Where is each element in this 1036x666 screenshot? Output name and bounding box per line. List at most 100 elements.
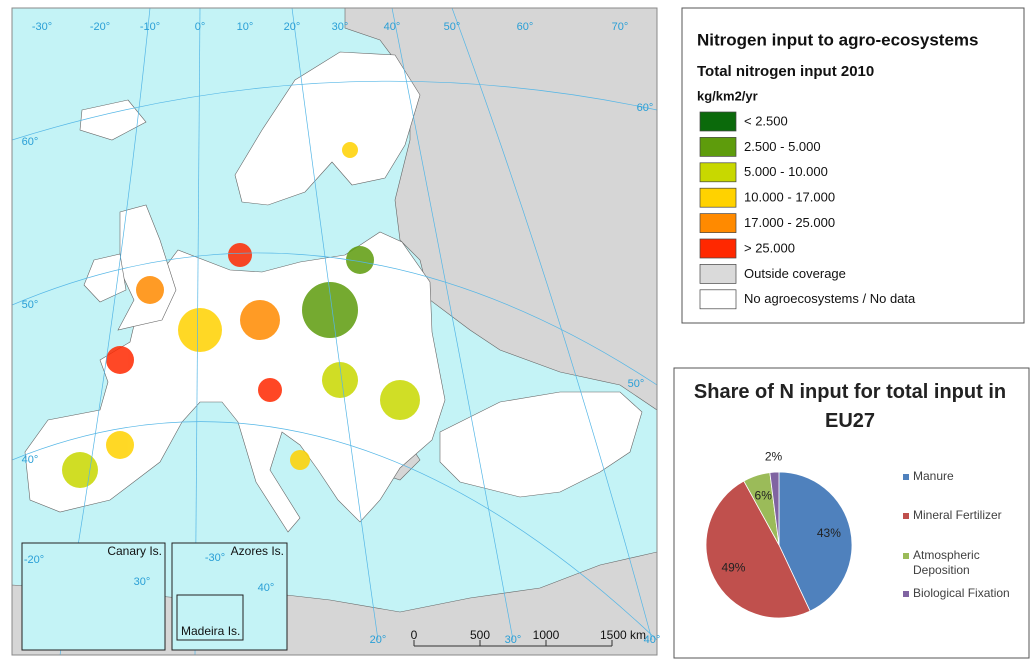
scale-bar-label: 500 [470, 628, 490, 642]
patch [240, 300, 280, 340]
scale-bar [413, 640, 613, 647]
agro-patches [62, 142, 420, 488]
graticule-line [391, 8, 514, 641]
legend-label: 2.500 - 5.000 [744, 139, 821, 154]
land-ireland [83, 253, 127, 303]
inset-madeira [176, 594, 244, 641]
legend-swatch [699, 289, 737, 310]
legend-marker [903, 513, 909, 519]
graticule-label: 60° [637, 102, 654, 114]
inset-graticule-label: -20° [24, 554, 44, 566]
legend-panel [681, 7, 1025, 324]
patch [380, 380, 420, 420]
legend-marker [903, 553, 909, 559]
legend-label: > 25.000 [744, 240, 795, 255]
graticule-line [451, 8, 653, 641]
inset-label: Canary Is. [107, 544, 162, 558]
graticule-label: -10° [140, 21, 160, 33]
patch [62, 452, 98, 488]
graticule-label: 40° [384, 21, 401, 33]
legend-swatch [699, 111, 737, 132]
graticule-label: 30° [332, 21, 349, 33]
inset-label: Azores Is. [231, 544, 284, 558]
scale-bar-label: 1500 km [600, 628, 646, 642]
graticule-label: 60° [517, 21, 534, 33]
legend-unit: kg/km2/yr [697, 88, 758, 103]
patch [342, 142, 358, 158]
scale-bar-label: 1000 [533, 628, 560, 642]
graticule-label: 10° [237, 21, 254, 33]
data-label: 43% [817, 526, 841, 540]
pie-legend-label: Manure [913, 469, 954, 483]
inset-label: Madeira Is. [181, 624, 240, 638]
land-iceland [79, 99, 147, 141]
legend-label: 10.000 - 17.000 [744, 190, 835, 205]
legend-marker [903, 474, 909, 480]
legend-swatch [699, 264, 737, 284]
data-label: 2% [765, 450, 783, 464]
legend-label: < 2.500 [744, 113, 788, 128]
patch [106, 346, 134, 374]
inset-canary [21, 542, 166, 651]
inset-graticule-label: 40° [258, 582, 275, 594]
graticule-label: 70° [612, 21, 629, 33]
legend-subtitle: Total nitrogen input 2010 [697, 63, 874, 80]
patch [346, 246, 374, 274]
map [12, 8, 657, 655]
patch [106, 431, 134, 459]
graticule-label: 50° [444, 21, 461, 33]
patch [228, 243, 252, 267]
patch [136, 276, 164, 304]
patch [178, 308, 222, 352]
legend-swatch [699, 238, 737, 259]
land-uk [117, 204, 177, 331]
legend-swatch [699, 213, 737, 233]
graticule-label: -20° [90, 21, 110, 33]
scale-bar-label: 0 [411, 628, 418, 642]
pie-legend-label: Biological Fixation [913, 586, 1010, 600]
legend-marker [903, 591, 909, 597]
data-label: 49% [721, 560, 745, 574]
graticule-label: 30° [505, 634, 522, 646]
graticule [12, 8, 657, 655]
legend-swatch [699, 137, 737, 157]
inset-graticule-label: -30° [205, 552, 225, 564]
graticule-label: 0° [195, 21, 206, 33]
pie-slice [705, 480, 811, 619]
patch [258, 378, 282, 402]
graticule-line [12, 252, 657, 386]
legend-label: 5.000 - 10.000 [744, 164, 828, 179]
graticule-line [291, 8, 379, 641]
graticule-label: 50° [628, 378, 645, 390]
data-label: 6% [755, 489, 773, 503]
graticule-line [12, 80, 657, 141]
pie-title: Share of N input for total input in EU27 [693, 381, 1007, 432]
graticule-line [12, 421, 657, 641]
graticule-label: 20° [370, 634, 387, 646]
patch [302, 282, 358, 338]
pie-slice [769, 471, 780, 546]
pie-slice [778, 471, 853, 612]
inset-graticule-label: 30° [134, 576, 151, 588]
graticule-label: 60° [22, 136, 39, 148]
map-frame [11, 7, 658, 656]
patch [322, 362, 358, 398]
graticule-label: 40° [22, 454, 39, 466]
legend-title: Nitrogen input to agro-ecosystems [697, 30, 978, 49]
graticule-label: 50° [22, 299, 39, 311]
legend-label: No agroecosystems / No data [744, 291, 916, 306]
legend-swatch [699, 187, 737, 208]
pie-legend-label: Mineral Fertilizer [913, 508, 1002, 522]
legend-label: 17.000 - 25.000 [744, 215, 835, 230]
patch [290, 450, 310, 470]
land-scandinavia [234, 51, 421, 206]
graticule-label: -30° [32, 21, 52, 33]
graticule-label: 20° [284, 21, 301, 33]
legend-label: Outside coverage [744, 266, 846, 281]
land-turkey [439, 391, 643, 498]
legend-swatch [699, 162, 737, 183]
graticule-label: 40° [644, 634, 661, 646]
inset-azores [171, 542, 288, 651]
